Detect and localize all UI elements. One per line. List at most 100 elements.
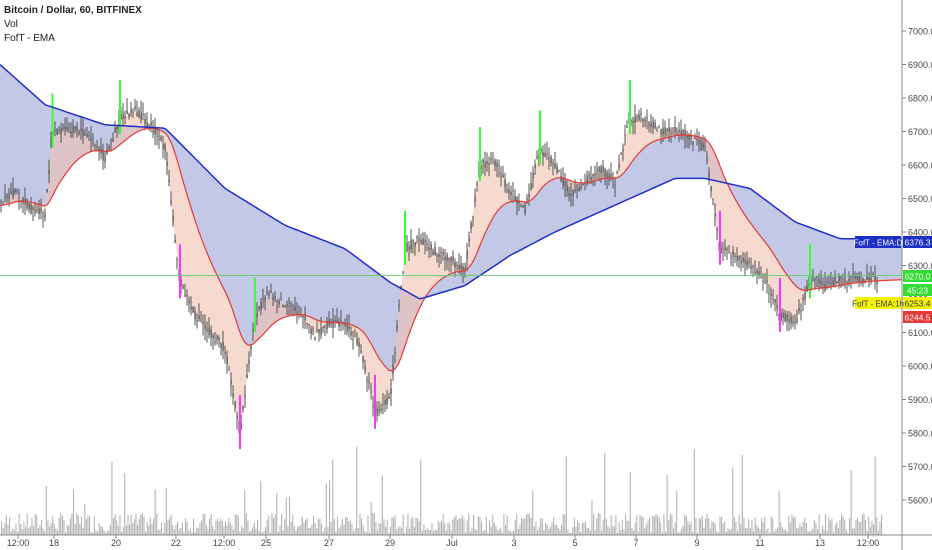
candle-body: [504, 179, 506, 187]
volume-bar: [836, 522, 838, 535]
candle-body: [740, 260, 742, 264]
candle-body: [74, 126, 76, 130]
volume-bar: [540, 518, 542, 535]
volume-bar: [541, 518, 543, 535]
volume-bar: [244, 490, 246, 535]
volume-bar: [100, 525, 102, 535]
volume-bar: [106, 531, 108, 535]
volume-bar: [457, 519, 459, 535]
volume-bar: [729, 530, 731, 535]
candle-body: [698, 139, 700, 144]
candle-body: [236, 415, 238, 419]
volume-bar: [276, 493, 278, 535]
candle-body: [760, 277, 762, 279]
volume-bar: [778, 491, 780, 535]
volume-bar: [241, 526, 243, 535]
candle-body: [8, 195, 10, 199]
volume-bar: [386, 519, 388, 535]
volume-bar: [151, 524, 153, 535]
candle-body: [810, 283, 812, 285]
volume-bar: [578, 523, 580, 535]
candle-body: [624, 134, 626, 136]
volume-bar: [468, 513, 470, 535]
volume-bar: [23, 522, 25, 535]
candle-body: [272, 296, 274, 300]
volume-bar: [261, 532, 263, 535]
volume-bar: [497, 530, 499, 535]
volume-bar: [508, 530, 510, 535]
candle-body: [712, 198, 714, 200]
candle-body: [542, 152, 544, 156]
volume-bar: [783, 529, 785, 535]
volume-bar: [282, 530, 284, 535]
volume-bar: [317, 519, 319, 535]
candle-body: [724, 247, 726, 250]
candle-body: [560, 176, 562, 181]
volume-bar: [564, 514, 566, 535]
candle-body: [738, 255, 740, 261]
candle-body: [754, 271, 756, 274]
candle-body: [296, 311, 298, 314]
volume-bar: [372, 513, 374, 535]
volume-bar: [612, 526, 614, 535]
volume-bar: [721, 517, 723, 535]
volume-bar: [207, 528, 209, 535]
volume-bar: [89, 516, 91, 535]
candle-body: [216, 336, 218, 340]
volume-bar: [645, 524, 647, 535]
candle-body: [838, 276, 840, 283]
candle-body: [214, 341, 216, 343]
volume-bar: [393, 517, 395, 535]
volume-bar: [709, 528, 711, 535]
volume-bar: [409, 528, 411, 535]
candle-body: [588, 173, 590, 178]
candle-body: [340, 320, 342, 322]
volume-bar: [138, 518, 140, 535]
volume-bar: [813, 519, 815, 535]
volume-bar: [756, 525, 758, 535]
candle-body: [396, 325, 398, 330]
volume-bar: [509, 531, 511, 535]
volume-bar: [802, 521, 804, 535]
volume-bar: [269, 532, 271, 535]
candle-body: [662, 128, 664, 136]
candle-body: [752, 265, 754, 267]
candle-body: [158, 139, 160, 141]
y-tick-label: 6300.0: [908, 261, 932, 271]
volume-bar: [797, 528, 799, 535]
candle-body: [300, 316, 302, 318]
volume-bar: [340, 525, 342, 535]
volume-bar: [490, 526, 492, 535]
volume-bar: [359, 514, 361, 535]
volume-bar: [820, 532, 822, 535]
candle-body: [78, 131, 80, 134]
volume-bar: [29, 526, 31, 535]
volume-bar: [229, 522, 231, 535]
volume-bar: [81, 517, 83, 535]
volume-bar: [405, 526, 407, 535]
candle-body: [334, 319, 336, 321]
volume-bar: [817, 529, 819, 535]
volume-bar: [127, 514, 129, 535]
candle-body: [840, 276, 842, 279]
volume-bar: [301, 516, 303, 535]
volume-bar: [178, 529, 180, 535]
volume-bar: [628, 521, 630, 535]
candle-body: [470, 222, 472, 229]
candle-body: [562, 177, 564, 186]
candle-body: [784, 313, 786, 322]
candle-body: [274, 295, 276, 299]
candle-body: [488, 162, 490, 165]
candle-body: [44, 214, 46, 218]
candle-body: [16, 190, 18, 192]
volume-bar: [345, 517, 347, 535]
volume-bar: [217, 518, 219, 535]
candle-body: [290, 304, 292, 307]
candle-body: [660, 128, 662, 134]
candle-body: [772, 298, 774, 300]
candle-body: [310, 328, 312, 335]
volume-bar: [841, 514, 843, 535]
volume-bar: [546, 524, 548, 535]
